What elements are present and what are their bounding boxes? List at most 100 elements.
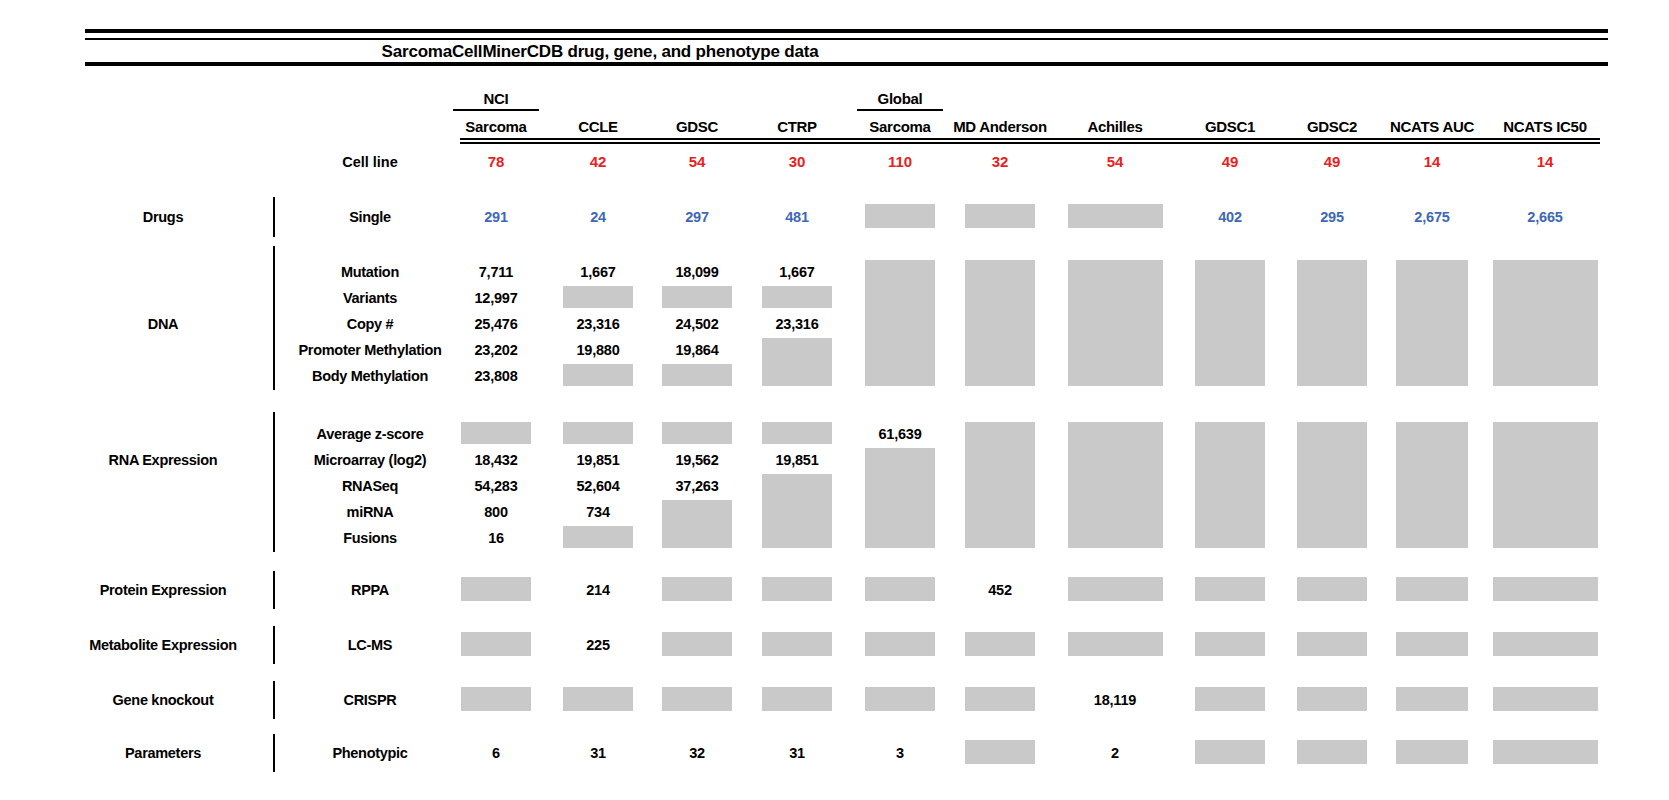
data-gap-box [662, 500, 732, 548]
data-value: 1,667 [742, 259, 852, 285]
data-gap-box [1195, 740, 1265, 764]
data-value: 16 [441, 525, 551, 551]
data-gap-box [563, 687, 633, 711]
data-value: 402 [1175, 203, 1285, 231]
data-gap-box [762, 687, 832, 711]
figure-title: SarcomaCellMinerCDB drug, gene, and phen… [250, 42, 950, 62]
data-value: 12,997 [441, 285, 551, 311]
data-value: 31 [543, 739, 653, 767]
data-gap-box [1068, 577, 1163, 601]
data-value: 2,675 [1377, 203, 1487, 231]
data-gap-box [1493, 687, 1598, 711]
data-value: 19,851 [742, 447, 852, 473]
cell-line-count: 110 [845, 150, 955, 174]
data-value: 481 [742, 203, 852, 231]
row-label: CRISPR [270, 686, 470, 714]
data-gap-box [965, 740, 1035, 764]
data-gap-box [1396, 740, 1468, 764]
category-label: RNA Expression [55, 447, 271, 473]
data-gap-box [1195, 687, 1265, 711]
data-gap-box [762, 338, 832, 386]
data-value: 297 [642, 203, 752, 231]
data-value: 23,202 [441, 337, 551, 363]
cell-line-count: 54 [1060, 150, 1170, 174]
cell-line-count: 32 [945, 150, 1055, 174]
data-gap-box [762, 422, 832, 444]
data-gap-box [461, 632, 531, 656]
data-value: 295 [1277, 203, 1387, 231]
data-gap-box [1297, 260, 1367, 386]
data-gap-box [563, 364, 633, 386]
data-gap-box [1493, 260, 1598, 386]
data-gap-box [865, 260, 935, 386]
category-label: Drugs [55, 203, 271, 231]
data-value: 291 [441, 203, 551, 231]
data-gap-box [1195, 632, 1265, 656]
data-value: 23,808 [441, 363, 551, 389]
row-label: Promoter Methylation [270, 337, 470, 363]
data-gap-box [1396, 632, 1468, 656]
cell-line-count: 14 [1490, 150, 1600, 174]
data-gap-box [865, 204, 935, 228]
data-value: 1,667 [543, 259, 653, 285]
column-header-top: Global [857, 88, 943, 111]
data-gap-box [1396, 687, 1468, 711]
data-gap-box [965, 422, 1035, 548]
row-label: Copy # [270, 311, 470, 337]
data-gap-box [965, 204, 1035, 228]
data-value: 18,432 [441, 447, 551, 473]
data-gap-box [865, 577, 935, 601]
data-gap-box [1068, 632, 1163, 656]
data-gap-box [1493, 740, 1598, 764]
data-gap-box [1195, 260, 1265, 386]
title-bottom-rule [85, 62, 1608, 66]
data-value: 54,283 [441, 473, 551, 499]
data-gap-box [1297, 577, 1367, 601]
row-label: Phenotypic [270, 739, 470, 767]
data-value: 19,562 [642, 447, 752, 473]
data-gap-box [762, 286, 832, 308]
category-label: DNA [55, 311, 271, 337]
row-label: RNASeq [270, 473, 470, 499]
data-gap-box [1396, 422, 1468, 548]
data-value: 3 [845, 739, 955, 767]
data-gap-box [865, 448, 935, 548]
cell-line-count: 49 [1277, 150, 1387, 174]
row-label: Mutation [270, 259, 470, 285]
row-label: Body Methylation [270, 363, 470, 389]
row-label: Microarray (log2) [270, 447, 470, 473]
row-label: Variants [270, 285, 470, 311]
data-gap-box [1297, 422, 1367, 548]
data-value: 24 [543, 203, 653, 231]
cell-line-count: 30 [742, 150, 852, 174]
data-gap-box [762, 632, 832, 656]
data-gap-box [1493, 577, 1598, 601]
cell-line-count: 54 [642, 150, 752, 174]
data-value: 19,851 [543, 447, 653, 473]
data-gap-box [1068, 204, 1163, 228]
data-gap-box [1493, 422, 1598, 548]
data-value: 32 [642, 739, 752, 767]
row-label: miRNA [270, 499, 470, 525]
data-gap-box [662, 687, 732, 711]
data-gap-box [965, 632, 1035, 656]
column-header: NCATS IC50 [1475, 116, 1615, 138]
data-gap-box [563, 422, 633, 444]
data-gap-box [1068, 260, 1163, 386]
data-gap-box [662, 364, 732, 386]
cell-line-row-label: Cell line [290, 150, 450, 174]
row-label: Fusions [270, 525, 470, 551]
category-label: Gene knockout [55, 686, 271, 714]
data-value: 19,864 [642, 337, 752, 363]
data-value: 37,263 [642, 473, 752, 499]
data-gap-box [662, 422, 732, 444]
data-gap-box [1195, 422, 1265, 548]
category-label: Metabolite Expression [55, 631, 271, 659]
row-label: Single [270, 203, 470, 231]
top-rule-thick [85, 29, 1608, 33]
data-gap-box [865, 632, 935, 656]
data-value: 19,880 [543, 337, 653, 363]
data-value: 2 [1060, 739, 1170, 767]
data-gap-box [662, 286, 732, 308]
data-gap-box [563, 286, 633, 308]
